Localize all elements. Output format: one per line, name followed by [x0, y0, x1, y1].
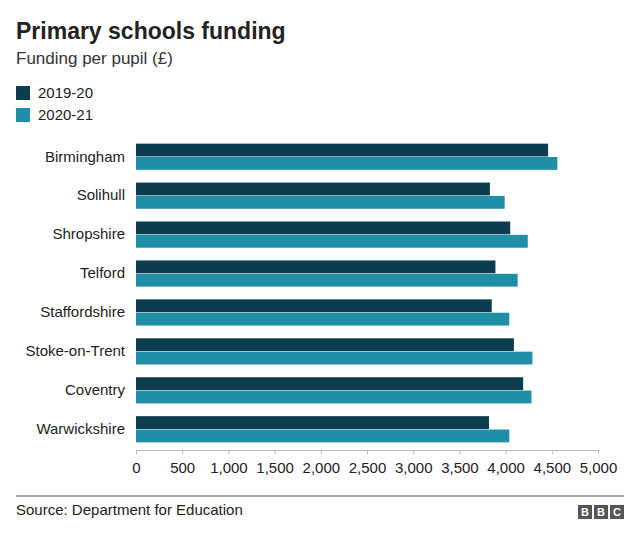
bar [136, 416, 489, 429]
x-tick: 4,000 [487, 450, 525, 476]
chart: Primary schools funding Funding per pupil… [0, 0, 640, 540]
x-tick-label: 500 [170, 459, 195, 476]
bar [136, 430, 509, 443]
source: Source: Department for Education [16, 501, 243, 518]
legend-swatch [16, 108, 30, 122]
bar [136, 391, 531, 404]
x-tick: 1,000 [210, 450, 248, 476]
x-axis-line [137, 451, 599, 455]
x-tick: 3,500 [441, 450, 479, 476]
title: Primary schools funding [16, 18, 286, 44]
bar [136, 235, 528, 248]
x-tick-mark [182, 450, 183, 454]
x-tick-mark [413, 450, 414, 454]
x-axis: 0 500 1,000 1,500 2,000 2,500 3,000 3,500 4,000 4… [132, 450, 617, 476]
x-tick-label: 2,000 [303, 459, 341, 476]
bars [136, 144, 557, 443]
x-tick-label: 3,000 [395, 459, 433, 476]
x-tick-label: 4,000 [487, 459, 525, 476]
y-axis: Birmingham Solihull Shropshire Telford Staff… [26, 148, 126, 438]
x-tick: 5,000 [580, 450, 618, 476]
legend-label: 2019-20 [38, 84, 93, 101]
bar [136, 196, 505, 209]
y-tick: Shropshire [52, 225, 125, 242]
y-tick: Warwickshire [36, 420, 125, 437]
bar [136, 222, 510, 235]
y-tick-label: Telford [80, 264, 125, 281]
y-tick-label: Coventry [65, 381, 126, 398]
x-tick-label: 3,500 [441, 459, 479, 476]
y-tick: Telford [80, 264, 125, 281]
x-tick-mark [552, 450, 553, 454]
x-tick-label: 2,500 [349, 459, 387, 476]
y-tick: Stoke-on-Trent [26, 342, 126, 359]
x-tick-label: 1,000 [210, 459, 248, 476]
y-tick: Staffordshire [40, 303, 125, 320]
credit: BBC [581, 506, 621, 518]
y-tick: Coventry [65, 381, 126, 398]
legend: 2019-20 2020-21 [16, 84, 93, 123]
x-tick-mark [275, 450, 276, 454]
x-tick: 1,500 [256, 450, 294, 476]
plot: 0 500 1,000 1,500 2,000 2,500 3,000 3,500 4,000 4… [26, 144, 618, 476]
y-tick-label: Birmingham [45, 148, 125, 165]
y-tick: Birmingham [45, 148, 125, 165]
y-tick-label: Warwickshire [36, 420, 125, 437]
y-tick-label: Staffordshire [40, 303, 125, 320]
x-tick-mark [506, 450, 507, 454]
bar [136, 274, 518, 287]
x-tick-mark [598, 450, 599, 454]
y-tick-label: Stoke-on-Trent [26, 342, 126, 359]
x-tick-mark [321, 450, 322, 454]
bar [136, 338, 514, 351]
x-tick-label: 5,000 [580, 459, 618, 476]
footer-rule [16, 496, 624, 497]
x-tick-mark [367, 450, 368, 454]
bar [136, 157, 557, 170]
bar [136, 183, 490, 196]
x-tick: 500 [170, 450, 195, 476]
x-tick-mark [136, 450, 137, 454]
x-tick: 3,000 [395, 450, 433, 476]
bar [136, 144, 548, 157]
subtitle: Funding per pupil (£) [16, 49, 173, 68]
legend-label: 2020-21 [38, 106, 93, 123]
bar [136, 377, 523, 390]
x-tick-label: 0 [132, 459, 140, 476]
logo: BBC [578, 505, 624, 519]
bar [136, 260, 495, 273]
legend-swatch [16, 86, 30, 100]
x-tick-mark [228, 450, 229, 454]
bar [136, 299, 492, 312]
x-tick: 2,500 [349, 450, 387, 476]
y-tick-label: Shropshire [52, 225, 125, 242]
x-tick: 2,000 [303, 450, 341, 476]
x-tick-label: 1,500 [256, 459, 294, 476]
bar [136, 313, 509, 326]
y-tick: Solihull [77, 186, 125, 203]
x-tick-mark [459, 450, 460, 454]
x-tick-label: 4,500 [534, 459, 572, 476]
x-tick: 4,500 [534, 450, 572, 476]
x-tick: 0 [132, 450, 140, 476]
y-tick-label: Solihull [77, 186, 125, 203]
bar [136, 352, 532, 365]
